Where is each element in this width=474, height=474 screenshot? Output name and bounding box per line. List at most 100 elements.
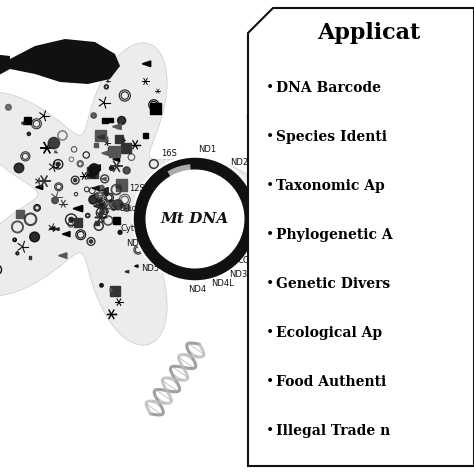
Polygon shape: [92, 164, 100, 171]
Polygon shape: [73, 205, 82, 212]
Circle shape: [111, 167, 112, 169]
Text: Mt DNA: Mt DNA: [161, 212, 229, 226]
Circle shape: [143, 221, 152, 230]
Circle shape: [131, 155, 258, 283]
Polygon shape: [36, 185, 43, 190]
Circle shape: [123, 167, 130, 174]
Text: •: •: [266, 179, 274, 193]
Polygon shape: [55, 228, 59, 230]
Polygon shape: [146, 217, 152, 221]
Polygon shape: [142, 61, 151, 67]
Polygon shape: [93, 193, 98, 196]
Polygon shape: [109, 118, 113, 122]
Polygon shape: [97, 197, 101, 201]
Polygon shape: [28, 256, 31, 258]
Circle shape: [14, 163, 24, 173]
Polygon shape: [94, 202, 105, 210]
Text: Food Authenti: Food Authenti: [276, 375, 386, 389]
Text: CytB: CytB: [121, 224, 141, 233]
Polygon shape: [183, 206, 187, 210]
Text: COII: COII: [250, 235, 267, 244]
Polygon shape: [109, 200, 115, 206]
Polygon shape: [121, 143, 131, 153]
Text: DNA Barcode: DNA Barcode: [276, 81, 381, 94]
Polygon shape: [24, 117, 31, 124]
Polygon shape: [63, 231, 70, 237]
Circle shape: [89, 195, 98, 204]
Text: •: •: [266, 228, 274, 242]
Polygon shape: [113, 217, 119, 224]
Polygon shape: [87, 172, 92, 175]
Polygon shape: [125, 271, 129, 273]
Polygon shape: [248, 8, 474, 466]
Text: •: •: [266, 424, 274, 438]
Polygon shape: [10, 39, 120, 84]
Polygon shape: [150, 102, 161, 114]
Polygon shape: [49, 227, 55, 230]
Polygon shape: [102, 149, 113, 157]
Polygon shape: [100, 188, 108, 192]
Polygon shape: [97, 135, 105, 139]
Circle shape: [30, 232, 39, 242]
Polygon shape: [96, 201, 100, 203]
Circle shape: [89, 164, 100, 175]
Circle shape: [118, 230, 122, 234]
Circle shape: [118, 117, 126, 125]
Text: Phylogenetic A: Phylogenetic A: [276, 228, 392, 242]
Polygon shape: [115, 135, 123, 143]
Circle shape: [146, 170, 245, 268]
Polygon shape: [0, 54, 10, 81]
Circle shape: [6, 104, 11, 110]
Polygon shape: [108, 147, 113, 152]
Circle shape: [123, 204, 130, 211]
Polygon shape: [92, 186, 100, 191]
Polygon shape: [101, 191, 108, 195]
Circle shape: [209, 188, 210, 189]
Circle shape: [52, 197, 58, 204]
Polygon shape: [217, 197, 219, 199]
Polygon shape: [112, 124, 121, 129]
Circle shape: [69, 218, 73, 222]
Polygon shape: [95, 130, 106, 141]
Circle shape: [48, 137, 60, 149]
Polygon shape: [16, 210, 24, 218]
Polygon shape: [234, 200, 242, 208]
Text: Illegal Trade n: Illegal Trade n: [276, 424, 390, 438]
Text: •: •: [266, 81, 274, 94]
Text: •: •: [266, 326, 274, 340]
Circle shape: [113, 200, 123, 210]
Circle shape: [100, 185, 104, 189]
Polygon shape: [88, 167, 99, 178]
Text: COIII: COIII: [238, 256, 258, 265]
Circle shape: [56, 163, 60, 166]
Text: 16S: 16S: [161, 149, 177, 158]
Polygon shape: [109, 146, 120, 157]
Polygon shape: [116, 185, 121, 189]
Text: D-Loop: D-Loop: [119, 203, 146, 212]
Text: •: •: [266, 375, 274, 389]
Text: Taxonomic Ap: Taxonomic Ap: [276, 179, 385, 193]
Text: ND3: ND3: [229, 270, 247, 279]
Circle shape: [100, 211, 104, 215]
Text: ND5: ND5: [141, 264, 159, 273]
Polygon shape: [135, 265, 138, 267]
Circle shape: [91, 113, 96, 118]
Text: ND4: ND4: [188, 285, 207, 294]
Text: 12S: 12S: [129, 183, 145, 192]
Text: ND6: ND6: [126, 239, 144, 248]
Text: •: •: [266, 277, 274, 291]
Polygon shape: [95, 221, 99, 225]
Polygon shape: [118, 203, 121, 206]
Text: •: •: [266, 130, 274, 144]
Text: Genetic Divers: Genetic Divers: [276, 277, 390, 291]
Text: ND4L: ND4L: [211, 279, 234, 288]
Circle shape: [90, 240, 92, 243]
Polygon shape: [86, 173, 95, 178]
Polygon shape: [94, 143, 98, 147]
Text: ND2: ND2: [230, 158, 248, 167]
Polygon shape: [0, 43, 258, 345]
Polygon shape: [110, 286, 119, 296]
Polygon shape: [101, 177, 106, 181]
Text: COI: COI: [258, 202, 273, 211]
Polygon shape: [73, 219, 82, 227]
